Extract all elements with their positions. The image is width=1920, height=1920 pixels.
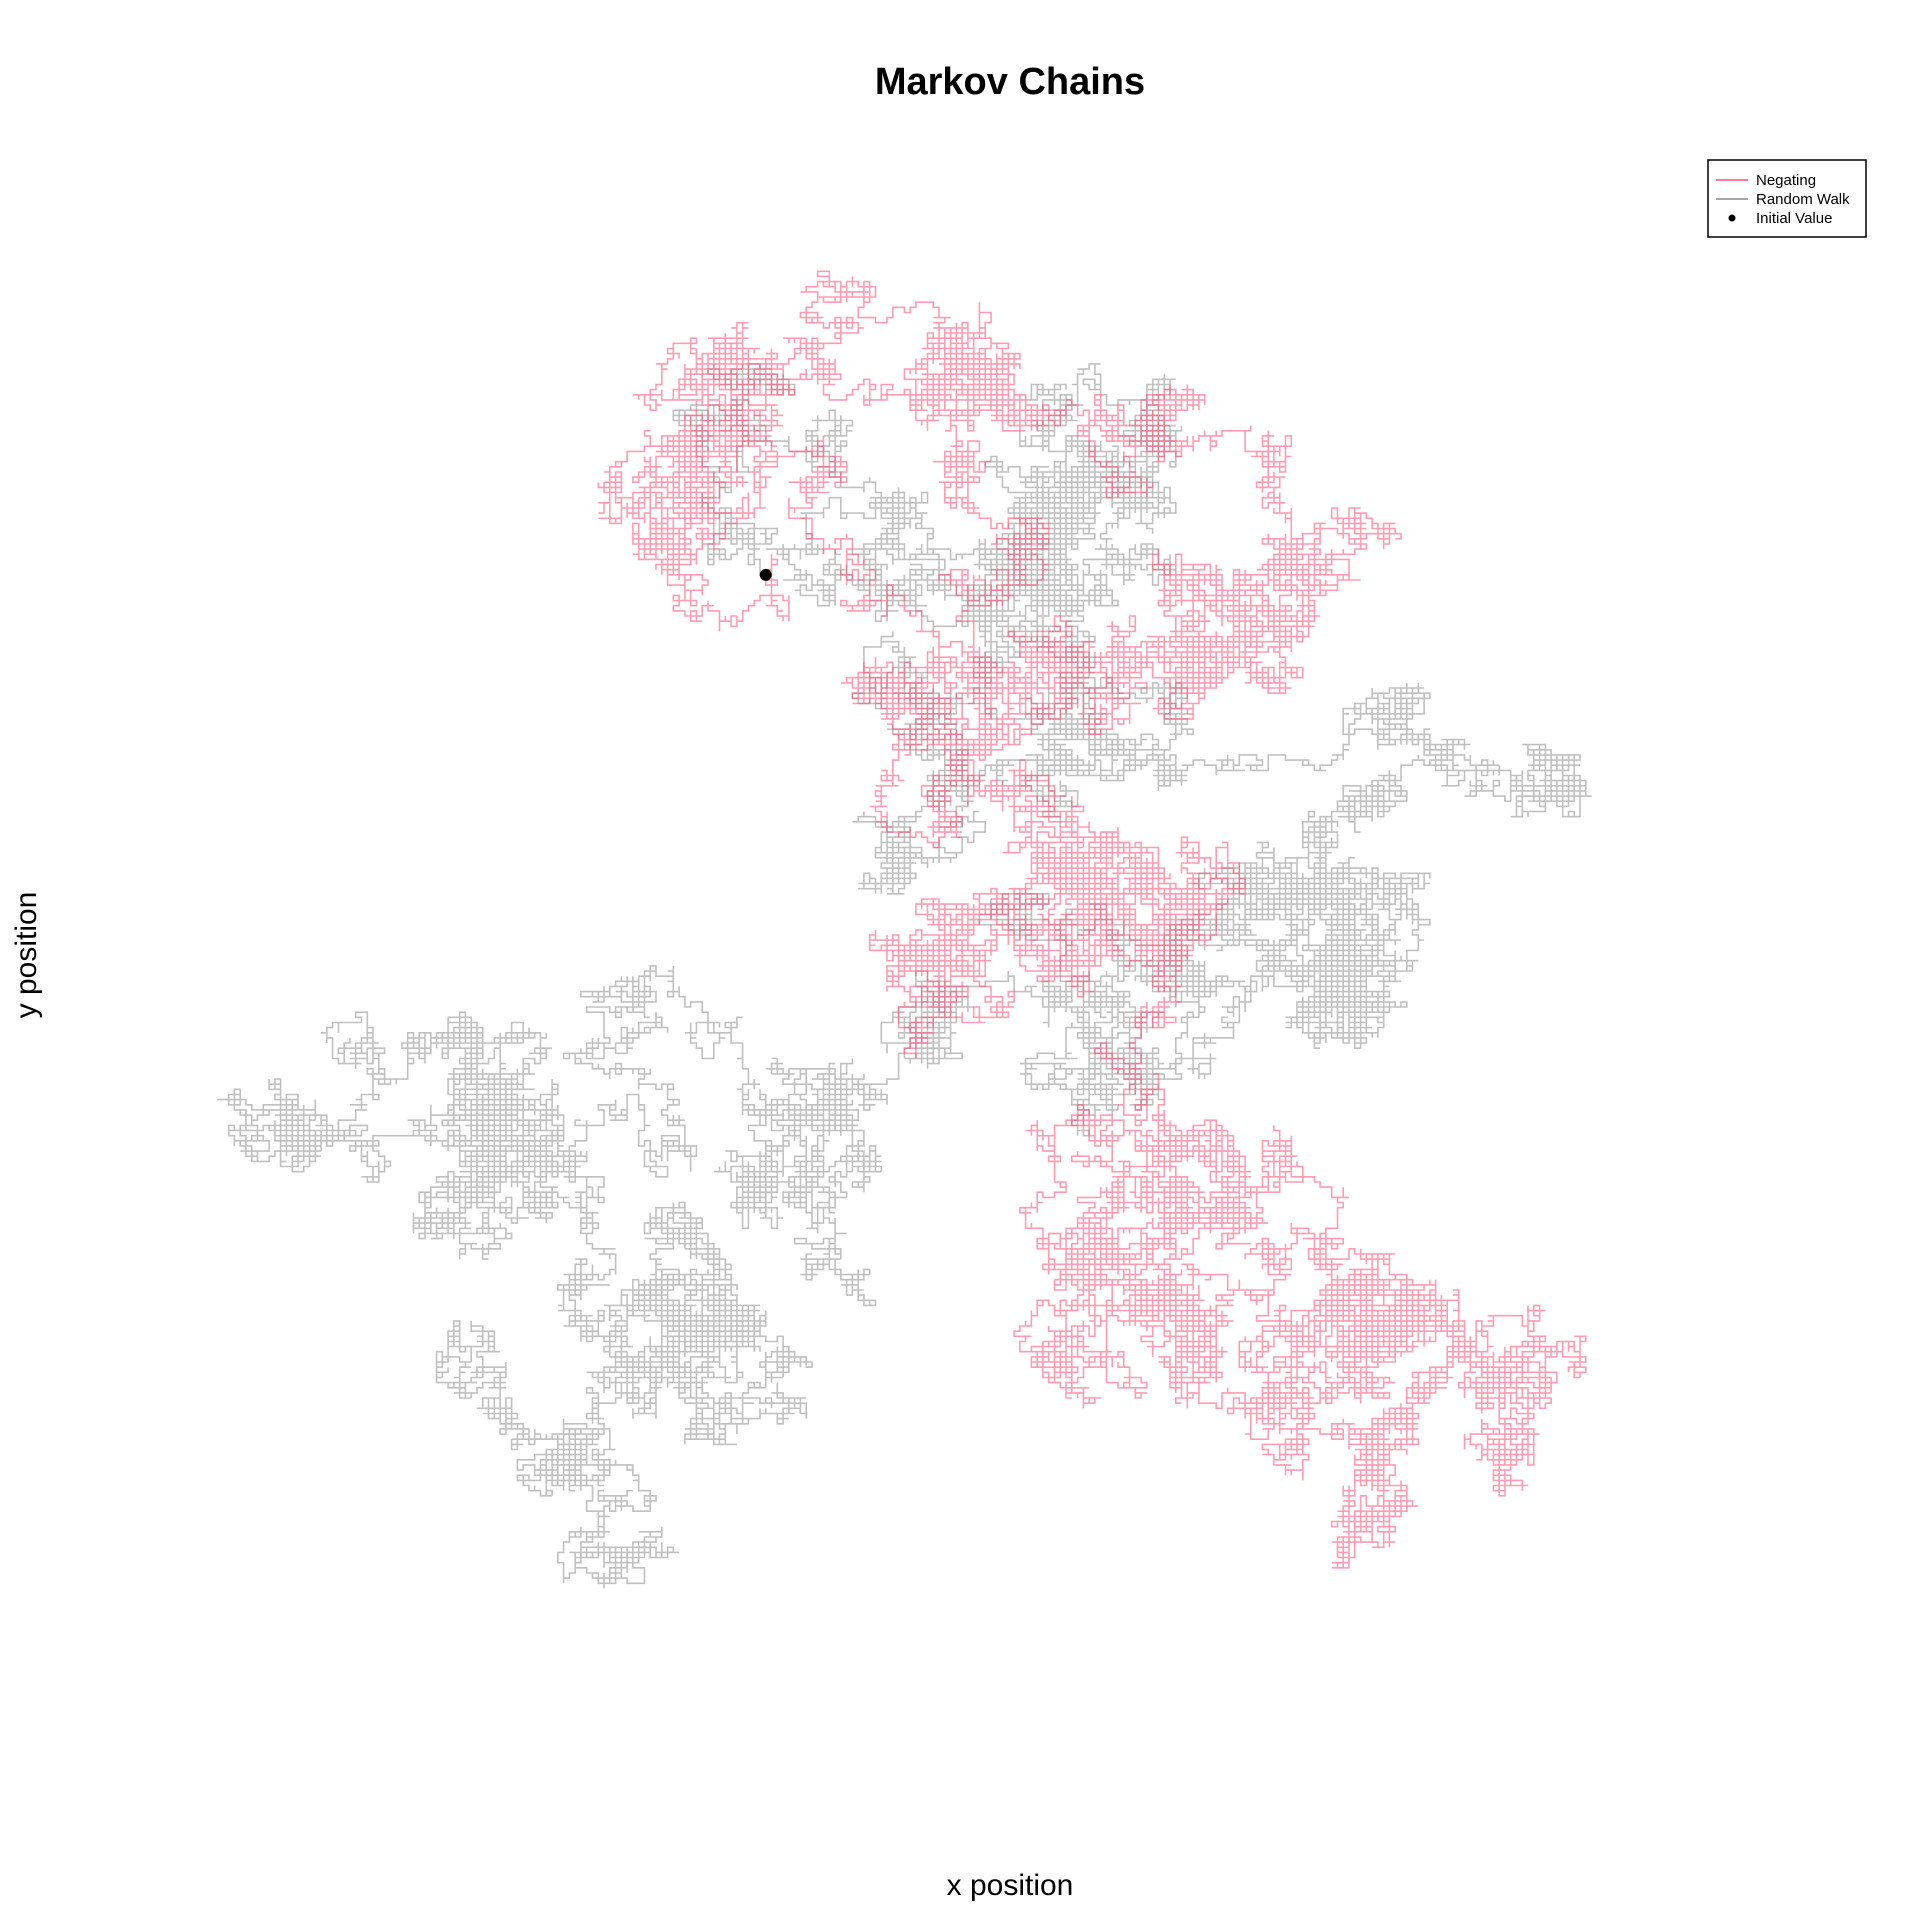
legend-initial-value-label: Initial Value <box>1756 210 1832 227</box>
plot-area <box>217 270 1592 1589</box>
legend-random-walk-label: Random Walk <box>1756 191 1850 208</box>
legend-initial-value-marker <box>1728 214 1736 222</box>
y-axis-label: y position <box>10 892 43 1019</box>
x-axis-label: x position <box>947 1869 1074 1902</box>
chart-title: Markov Chains <box>875 61 1145 103</box>
legend: Negating Random Walk Initial Value <box>1707 159 1867 238</box>
initial-value-point <box>759 568 772 581</box>
series-line-random-walk <box>217 363 1592 1589</box>
legend-negating-label: Negating <box>1756 172 1816 189</box>
series-line-negating <box>597 270 1587 1569</box>
